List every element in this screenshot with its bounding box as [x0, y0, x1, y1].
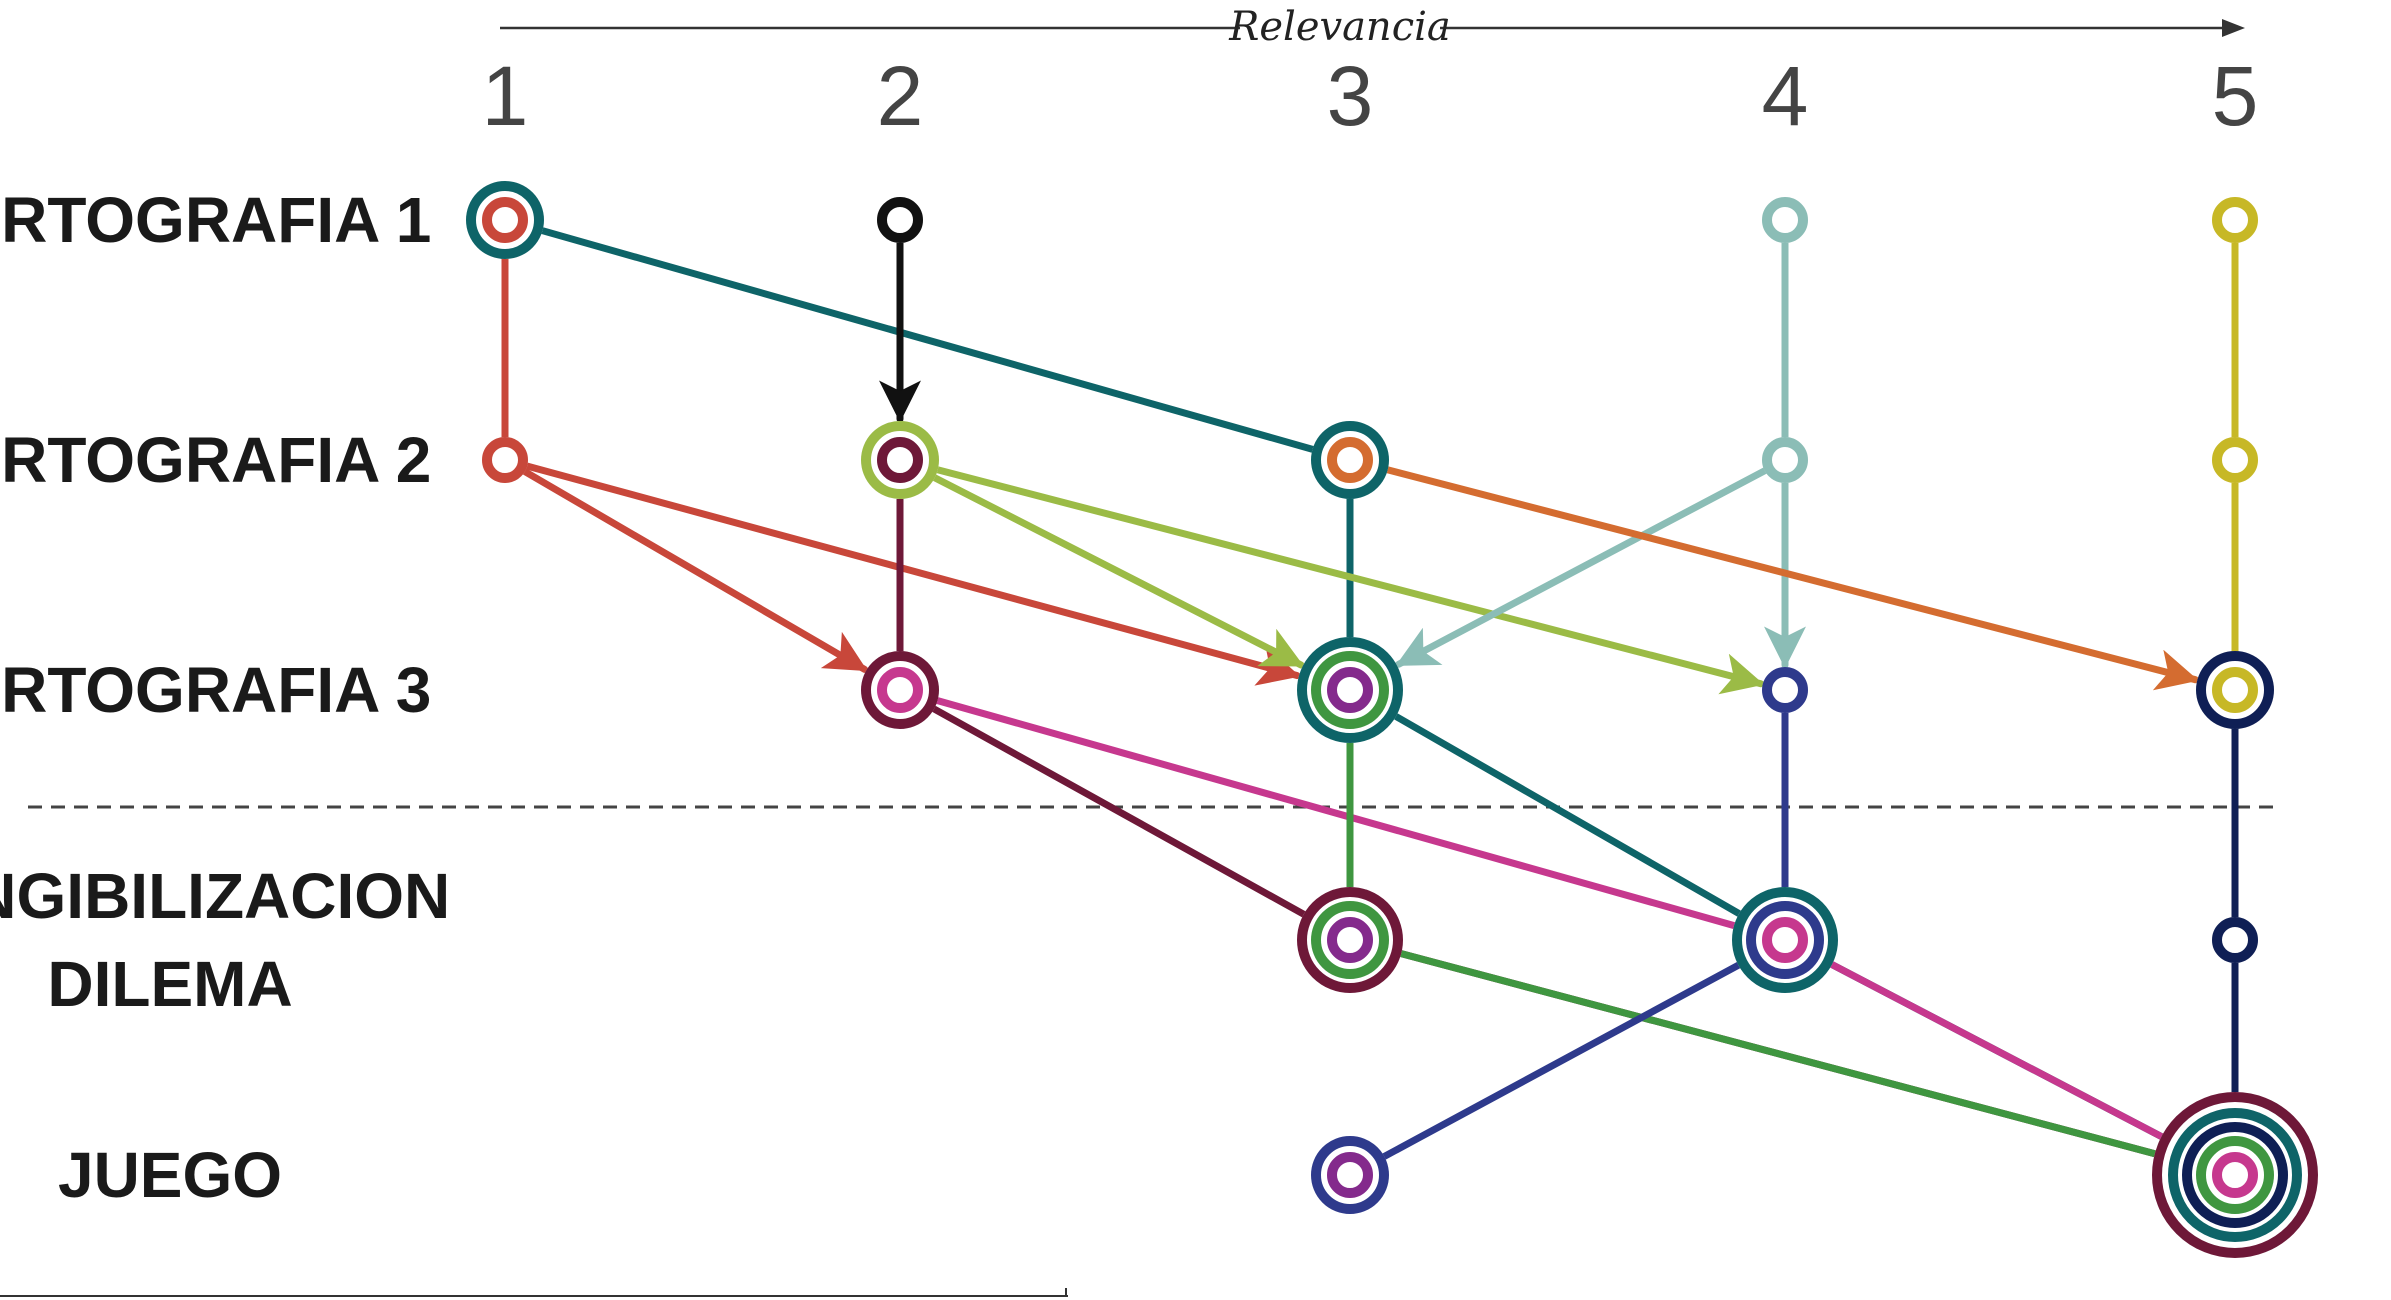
row-label-td: DILEMA [47, 948, 292, 1020]
column-label-3: 3 [1327, 49, 1374, 143]
node-ring-teal [1297, 637, 1403, 743]
node-n24 [1762, 437, 1808, 483]
node-ring-darknavy [2196, 651, 2274, 729]
row-label-c2: CARTOGRAFIA 2 [0, 424, 431, 496]
node-n33 [1297, 637, 1403, 743]
node-n22 [861, 421, 939, 499]
row-label-c1: CARTOGRAFIA 1 [0, 184, 431, 256]
node-ring-navy [1746, 901, 1824, 979]
node-ring-yellow [2212, 667, 2258, 713]
node-ring-maroon [877, 437, 923, 483]
node-ring-green [1311, 901, 1389, 979]
node-n55 [2152, 1092, 2318, 1258]
column-labels: 1 2 3 4 5 [482, 49, 2259, 143]
node-n15 [2212, 197, 2258, 243]
node-ring-black [877, 197, 923, 243]
row-label-c3: CARTOGRAFIA 3 [0, 654, 431, 726]
edge-n32-n44 [896, 686, 1789, 944]
node-ring-lime [861, 421, 939, 499]
node-ring-orange [1327, 437, 1373, 483]
node-fill [466, 181, 544, 259]
node-ring-yellow [2212, 437, 2258, 483]
row-labels: CARTOGRAFIA 1 CARTOGRAFIA 2 CARTOGRAFIA 3 T… [0, 184, 450, 1211]
node-n14 [1762, 197, 1808, 243]
node-n34 [1762, 667, 1808, 713]
column-label-1: 1 [482, 49, 529, 143]
edge-n11-n23 [501, 216, 1354, 464]
edge-n44-n55 [1781, 936, 2239, 1179]
node-ring-green [1311, 651, 1389, 729]
node-ring-navy [1762, 667, 1808, 713]
column-label-2: 2 [877, 49, 924, 143]
relevance-axis: Relevancia [500, 4, 2245, 50]
node-n45 [2212, 917, 2258, 963]
node-ring-red [482, 197, 528, 243]
row-label-jg: JUEGO [58, 1139, 282, 1211]
edge-n32-n43 [896, 686, 1354, 944]
node-ring-darknavy [2182, 1122, 2288, 1228]
node-n43 [1297, 887, 1403, 993]
node-ring-purple [1327, 917, 1373, 963]
node-fill [861, 651, 939, 729]
node-ring-green [2196, 1136, 2274, 1214]
node-ring-purple [1327, 667, 1373, 713]
node-ring-maroon [1297, 887, 1403, 993]
node-ring-pink [1762, 917, 1808, 963]
node-ring-lightteal [1762, 437, 1808, 483]
node-ring-red [482, 437, 528, 483]
node-ring-teal [1311, 421, 1389, 499]
node-fill [861, 421, 939, 499]
edge-n21-n32-arrow [501, 456, 869, 673]
edge-n33-n44 [1346, 686, 1789, 944]
node-n44 [1732, 887, 1838, 993]
edge-n53-n44 [1346, 936, 1789, 1179]
node-ring-teal [1732, 887, 1838, 993]
edge-n22-n33-arrow [896, 456, 1305, 669]
node-n35 [2196, 651, 2274, 729]
axis-arrowhead [2222, 19, 2245, 37]
node-ring-maroon [861, 651, 939, 729]
node-ring-pink [877, 667, 923, 713]
node-ring-navy [1311, 1136, 1389, 1214]
column-label-5: 5 [2212, 49, 2259, 143]
node-n11 [466, 181, 544, 259]
column-label-4: 4 [1762, 49, 1809, 143]
node-fill [1311, 1136, 1389, 1214]
node-fill [1311, 421, 1389, 499]
node-n25 [2212, 437, 2258, 483]
node-ring-pink [2212, 1152, 2258, 1198]
nodes [466, 181, 2318, 1258]
node-ring-lightteal [1762, 197, 1808, 243]
node-ring-teal [2168, 1108, 2302, 1242]
edge-n23-n35-arrow [1346, 456, 2199, 691]
node-ring-darknavy [2212, 917, 2258, 963]
edge-n22-n34-arrow [896, 456, 1765, 695]
node-ring-purple [1327, 1152, 1373, 1198]
node-n21 [482, 437, 528, 483]
node-n23 [1311, 421, 1389, 499]
node-fill [2196, 651, 2274, 729]
row-label-td: TANGIBILIZACION [0, 860, 450, 932]
node-n32 [861, 651, 939, 729]
axis-title: Relevancia [1228, 4, 1451, 50]
node-ring-maroon [2152, 1092, 2318, 1258]
edge-n24-n33-arrow [1395, 456, 1789, 668]
node-ring-yellow [2212, 197, 2258, 243]
node-n53 [1311, 1136, 1389, 1214]
node-ring-teal [466, 181, 544, 259]
edge-n43-n55 [1346, 936, 2239, 1179]
node-n12 [877, 197, 923, 243]
